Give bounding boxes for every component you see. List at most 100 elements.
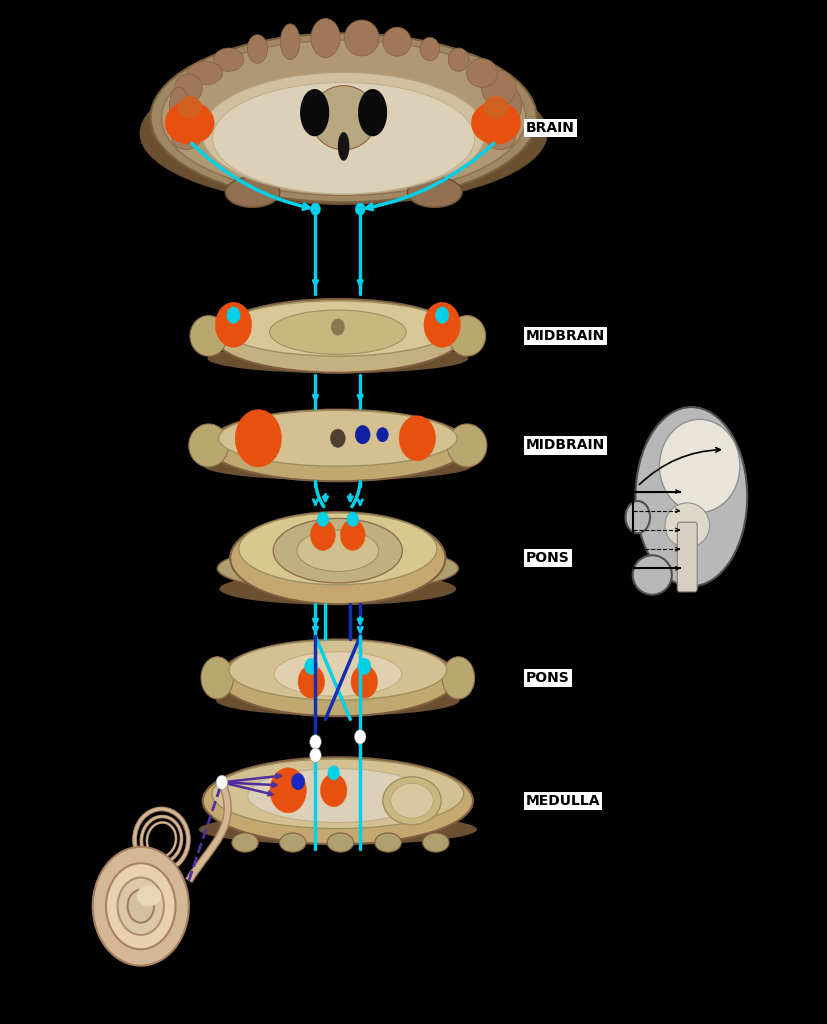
Ellipse shape <box>448 315 485 356</box>
Text: MIDBRAIN: MIDBRAIN <box>525 329 605 343</box>
Ellipse shape <box>151 33 536 203</box>
Ellipse shape <box>270 310 405 354</box>
Ellipse shape <box>357 89 387 136</box>
Circle shape <box>423 302 460 347</box>
Text: PONS: PONS <box>525 671 569 685</box>
Ellipse shape <box>382 777 441 824</box>
Ellipse shape <box>247 35 267 63</box>
Ellipse shape <box>483 96 508 119</box>
Ellipse shape <box>203 758 472 844</box>
Circle shape <box>327 766 339 780</box>
Circle shape <box>227 307 240 324</box>
Ellipse shape <box>247 769 428 822</box>
Text: PONS: PONS <box>525 551 569 565</box>
Ellipse shape <box>207 410 468 481</box>
Ellipse shape <box>207 344 468 373</box>
Ellipse shape <box>188 61 222 85</box>
Ellipse shape <box>407 177 461 208</box>
Ellipse shape <box>466 58 497 87</box>
Ellipse shape <box>337 132 349 161</box>
Ellipse shape <box>311 18 340 57</box>
Ellipse shape <box>136 886 161 906</box>
Circle shape <box>320 774 347 807</box>
Ellipse shape <box>201 656 233 699</box>
Ellipse shape <box>658 420 739 512</box>
Circle shape <box>354 729 366 743</box>
Circle shape <box>304 658 318 675</box>
Ellipse shape <box>624 501 649 534</box>
Circle shape <box>106 863 175 949</box>
Ellipse shape <box>280 24 299 59</box>
Circle shape <box>235 410 281 467</box>
Ellipse shape <box>223 301 452 356</box>
Circle shape <box>291 773 304 790</box>
Ellipse shape <box>172 127 201 150</box>
Circle shape <box>376 428 388 442</box>
Ellipse shape <box>219 639 456 717</box>
Ellipse shape <box>299 89 329 136</box>
Ellipse shape <box>664 503 709 548</box>
Ellipse shape <box>170 87 188 123</box>
Ellipse shape <box>327 833 353 852</box>
Ellipse shape <box>485 127 514 150</box>
Ellipse shape <box>632 555 671 595</box>
Ellipse shape <box>212 759 463 828</box>
Ellipse shape <box>442 656 474 699</box>
Circle shape <box>127 890 154 923</box>
Ellipse shape <box>216 685 459 716</box>
Ellipse shape <box>213 48 243 72</box>
Ellipse shape <box>447 48 468 72</box>
Text: MEDULLA: MEDULLA <box>525 794 600 808</box>
Circle shape <box>435 307 448 324</box>
Circle shape <box>340 519 365 551</box>
Ellipse shape <box>198 814 476 845</box>
Ellipse shape <box>310 86 376 150</box>
Circle shape <box>355 426 370 444</box>
Ellipse shape <box>225 177 280 208</box>
Circle shape <box>93 847 189 966</box>
Ellipse shape <box>213 299 461 373</box>
Ellipse shape <box>219 572 456 605</box>
Ellipse shape <box>174 74 202 103</box>
Ellipse shape <box>635 407 746 586</box>
Circle shape <box>355 203 365 215</box>
Ellipse shape <box>273 518 402 583</box>
Ellipse shape <box>390 783 433 818</box>
Ellipse shape <box>177 96 202 119</box>
Ellipse shape <box>471 101 520 144</box>
Ellipse shape <box>382 28 411 56</box>
Circle shape <box>216 775 227 790</box>
Circle shape <box>399 416 435 461</box>
Ellipse shape <box>238 513 437 585</box>
Ellipse shape <box>165 101 214 144</box>
Ellipse shape <box>420 38 439 60</box>
Circle shape <box>331 318 344 335</box>
Ellipse shape <box>172 106 201 129</box>
Ellipse shape <box>189 315 227 356</box>
Ellipse shape <box>172 117 201 139</box>
Circle shape <box>309 748 321 762</box>
FancyBboxPatch shape <box>676 522 696 592</box>
Ellipse shape <box>485 106 514 129</box>
Ellipse shape <box>344 20 379 56</box>
Ellipse shape <box>485 117 514 139</box>
Ellipse shape <box>280 833 306 852</box>
Circle shape <box>317 512 328 526</box>
Circle shape <box>309 735 321 750</box>
Ellipse shape <box>161 40 525 196</box>
Ellipse shape <box>375 833 401 852</box>
Ellipse shape <box>201 73 485 194</box>
Ellipse shape <box>203 452 471 480</box>
Circle shape <box>298 666 324 698</box>
Ellipse shape <box>217 545 458 592</box>
Ellipse shape <box>218 411 457 466</box>
Ellipse shape <box>140 61 547 205</box>
Text: MIDBRAIN: MIDBRAIN <box>525 438 605 453</box>
Ellipse shape <box>189 424 228 467</box>
Ellipse shape <box>481 71 515 106</box>
Ellipse shape <box>495 86 521 125</box>
Ellipse shape <box>447 424 486 467</box>
Circle shape <box>270 768 306 813</box>
Text: BRAIN: BRAIN <box>525 121 574 135</box>
Circle shape <box>330 429 345 447</box>
